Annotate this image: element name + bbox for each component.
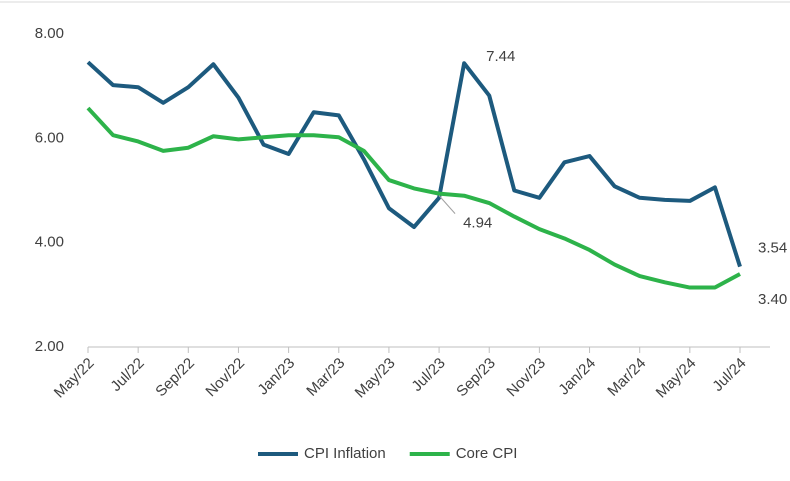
legend-label: Core CPI [456, 445, 518, 462]
x-tick-label: Jul/24 [709, 355, 749, 395]
y-tick-label: 2.00 [35, 338, 64, 355]
x-tick-label: Mar/24 [604, 355, 649, 400]
leader-line [438, 195, 456, 214]
x-tick-label: Sep/23 [453, 355, 499, 401]
y-tick-label: 6.00 [35, 129, 64, 146]
legend-label: CPI Inflation [304, 445, 386, 462]
x-tick-label: Sep/22 [152, 355, 198, 401]
x-tick-label: May/22 [51, 355, 98, 402]
x-tick-label: May/24 [653, 355, 700, 402]
y-tick-label: 4.00 [35, 234, 64, 251]
series-line [86, 60, 742, 268]
data-label: 3.40 [758, 291, 787, 308]
series-line [86, 106, 741, 290]
y-tick-label: 8.00 [35, 25, 64, 42]
data-label: 7.44 [486, 48, 515, 65]
x-tick-label: May/23 [352, 355, 399, 402]
x-tick-label: Mar/23 [303, 355, 348, 400]
x-tick-label: Nov/23 [503, 355, 549, 401]
x-tick-label: Jul/23 [408, 355, 448, 395]
x-tick-label: Jan/24 [555, 355, 599, 399]
x-tick-label: Jan/23 [254, 355, 298, 399]
data-label: 4.94 [463, 215, 492, 232]
data-label: 3.54 [758, 240, 787, 257]
x-tick-label: Nov/22 [202, 355, 248, 401]
x-tick-label: Jul/22 [107, 355, 147, 395]
